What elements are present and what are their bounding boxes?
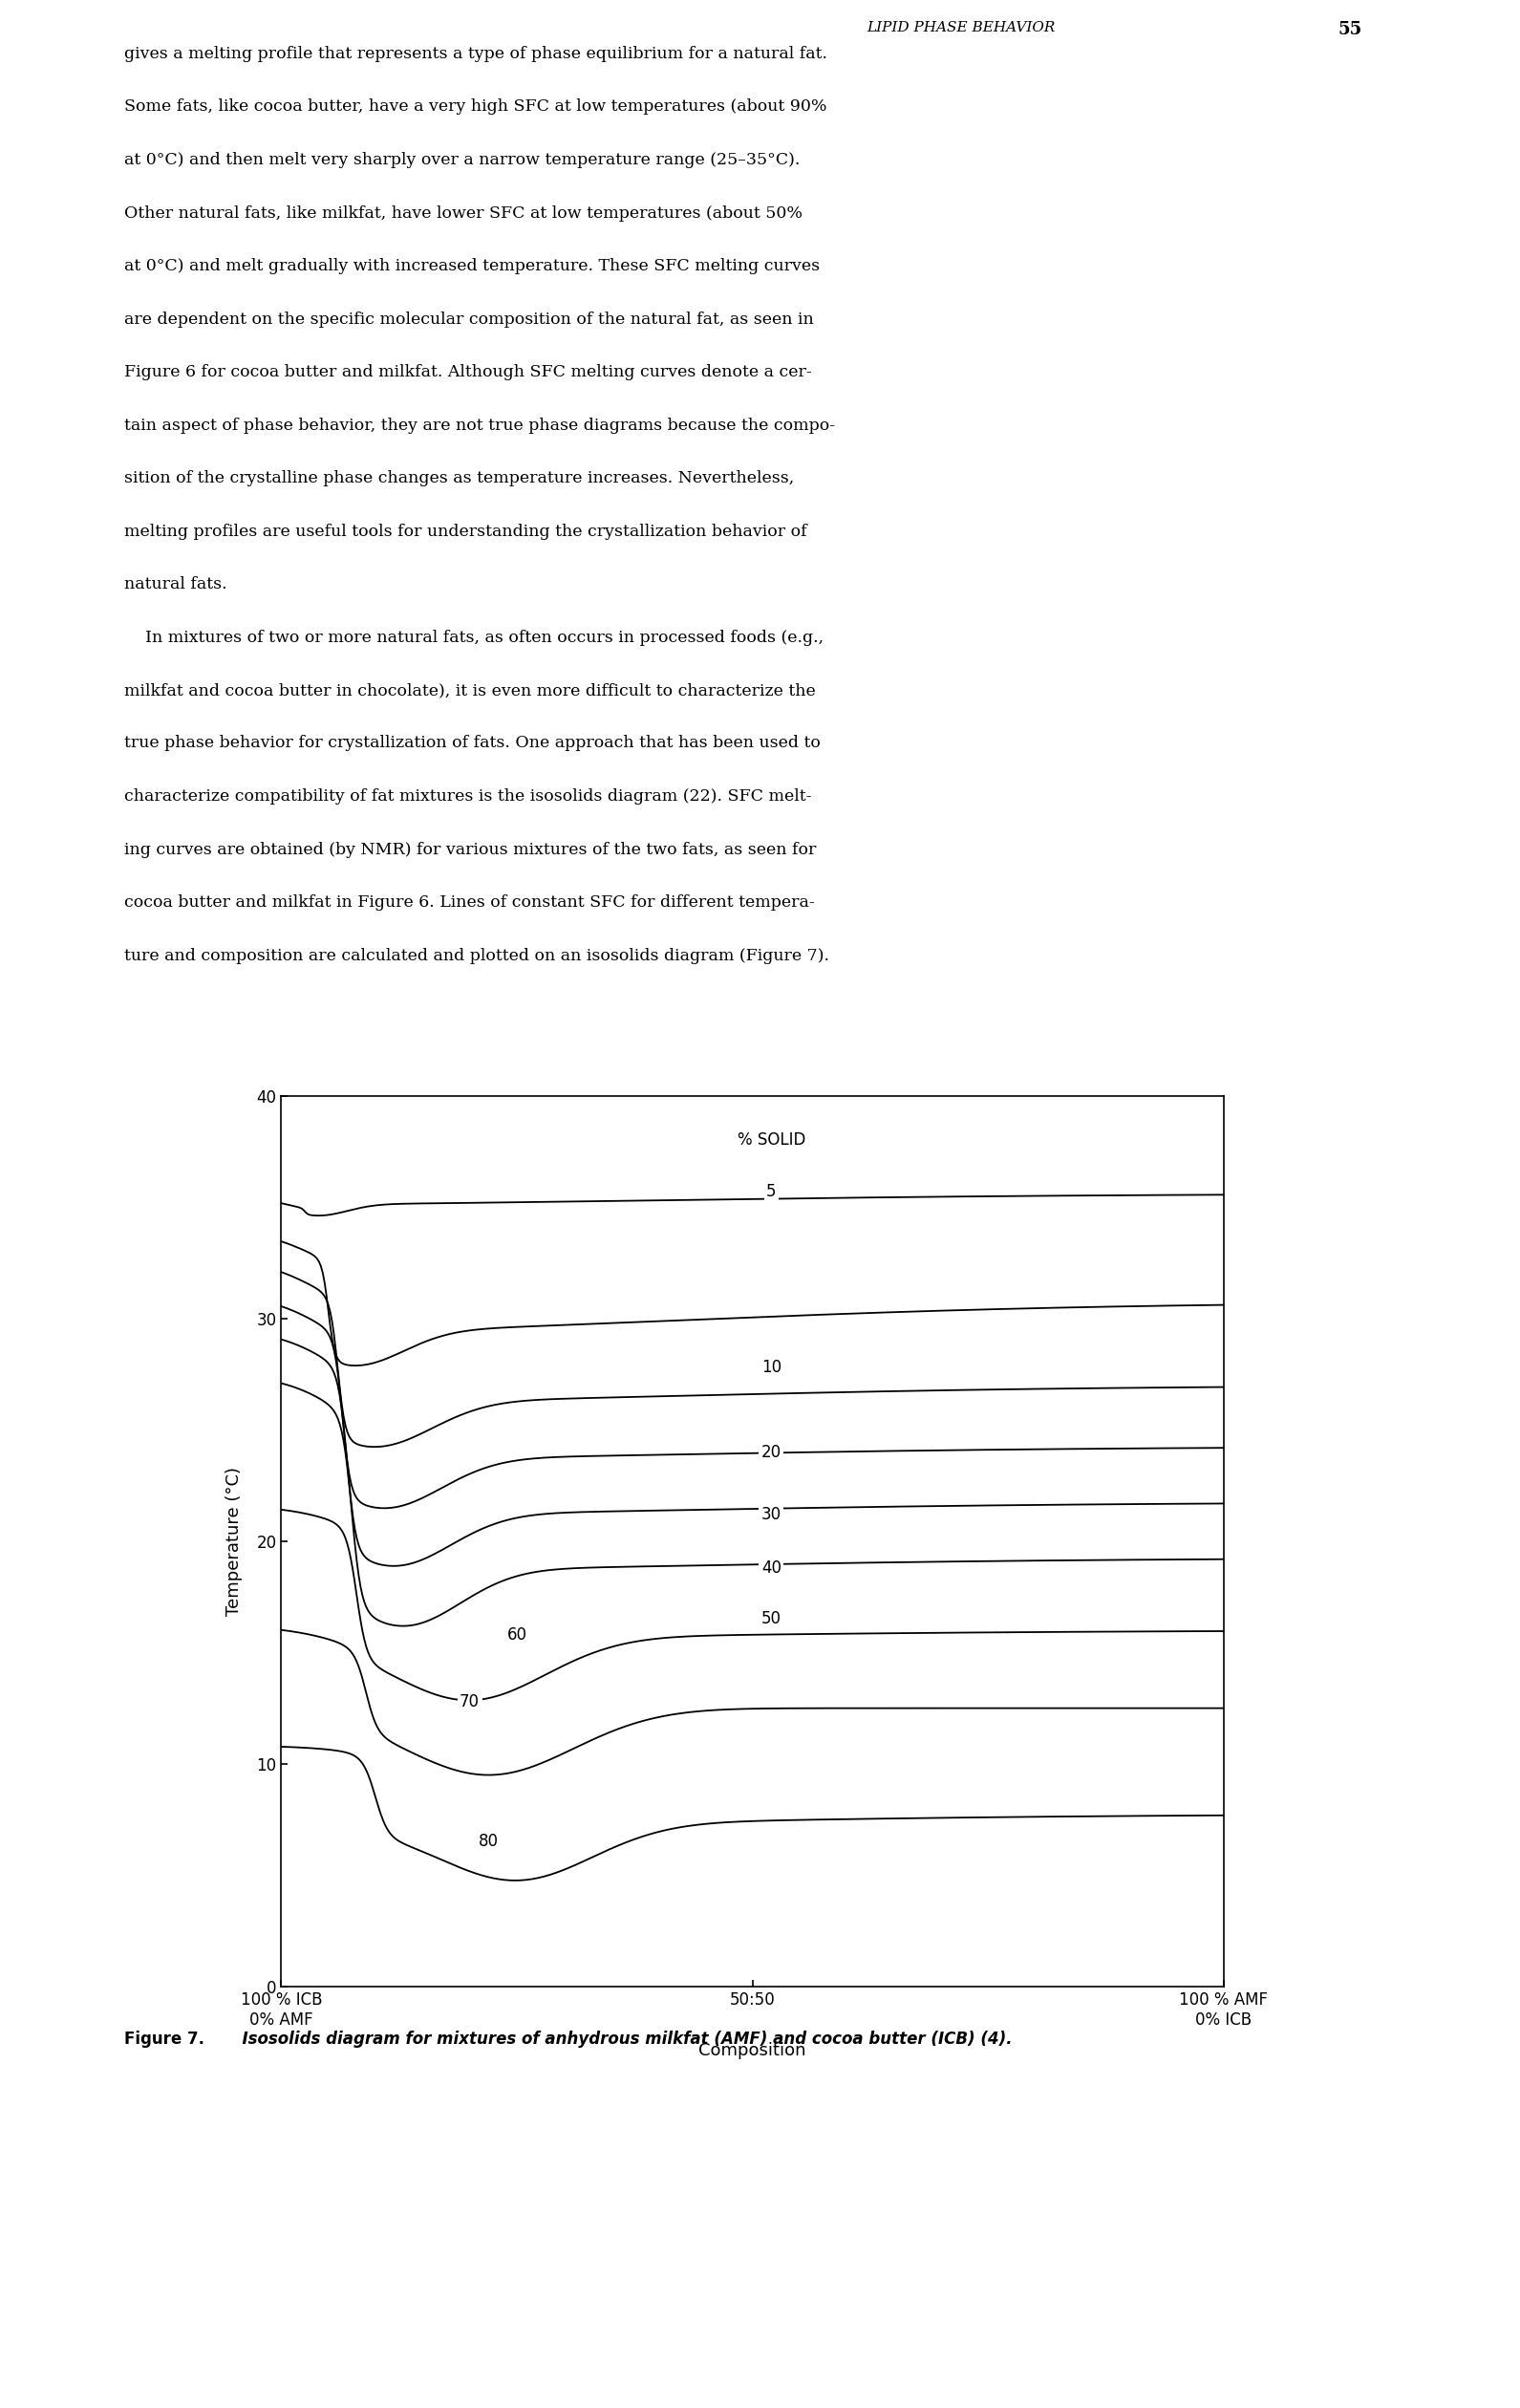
Text: 70: 70 [459, 1693, 480, 1710]
Text: gives a melting profile that represents a type of phase equilibrium for a natura: gives a melting profile that represents … [125, 46, 828, 63]
Y-axis label: Temperature (°C): Temperature (°C) [226, 1466, 243, 1616]
Text: characterize compatibility of fat mixtures is the isosolids diagram (22). SFC me: characterize compatibility of fat mixtur… [125, 787, 812, 804]
Text: Isosolids diagram for mixtures of anhydrous milkfat (AMF) and cocoa butter (ICB): Isosolids diagram for mixtures of anhydr… [231, 2030, 1012, 2047]
Text: Other natural fats, like milkfat, have lower SFC at low temperatures (about 50%: Other natural fats, like milkfat, have l… [125, 205, 803, 222]
Text: 80: 80 [479, 1832, 499, 1849]
Text: ing curves are obtained (by NMR) for various mixtures of the two fats, as seen f: ing curves are obtained (by NMR) for var… [125, 840, 816, 857]
Text: 5: 5 [766, 1182, 777, 1199]
Text: 20: 20 [762, 1442, 781, 1462]
Text: ture and composition are calculated and plotted on an isosolids diagram (Figure : ture and composition are calculated and … [125, 946, 830, 963]
Text: true phase behavior for crystallization of fats. One approach that has been used: true phase behavior for crystallization … [125, 734, 821, 751]
Text: LIPID PHASE BEHAVIOR: LIPID PHASE BEHAVIOR [866, 22, 1055, 34]
Text: melting profiles are useful tools for understanding the crystallization behavior: melting profiles are useful tools for un… [125, 523, 807, 539]
Text: cocoa butter and milkfat in Figure 6. Lines of constant SFC for different temper: cocoa butter and milkfat in Figure 6. Li… [125, 893, 815, 910]
Text: are dependent on the specific molecular composition of the natural fat, as seen : are dependent on the specific molecular … [125, 311, 815, 327]
Text: milkfat and cocoa butter in chocolate), it is even more difficult to characteriz: milkfat and cocoa butter in chocolate), … [125, 681, 816, 698]
Text: at 0°C) and then melt very sharply over a narrow temperature range (25–35°C).: at 0°C) and then melt very sharply over … [125, 152, 801, 169]
Text: Figure 7.: Figure 7. [125, 2030, 205, 2047]
Text: Figure 6 for cocoa butter and milkfat. Although SFC melting curves denote a cer-: Figure 6 for cocoa butter and milkfat. A… [125, 364, 812, 380]
Text: 40: 40 [762, 1560, 781, 1577]
Text: 30: 30 [762, 1505, 781, 1522]
X-axis label: Composition: Composition [699, 2042, 806, 2059]
Text: 60: 60 [506, 1625, 527, 1642]
Text: sition of the crystalline phase changes as temperature increases. Nevertheless,: sition of the crystalline phase changes … [125, 470, 795, 486]
Text: % SOLID: % SOLID [737, 1132, 806, 1149]
Text: Some fats, like cocoa butter, have a very high SFC at low temperatures (about 90: Some fats, like cocoa butter, have a ver… [125, 99, 827, 116]
Text: 55: 55 [1338, 22, 1362, 39]
Text: natural fats.: natural fats. [125, 576, 228, 592]
Text: 50: 50 [762, 1611, 781, 1628]
Text: In mixtures of two or more natural fats, as often occurs in processed foods (e.g: In mixtures of two or more natural fats,… [125, 628, 824, 645]
Text: tain aspect of phase behavior, they are not true phase diagrams because the comp: tain aspect of phase behavior, they are … [125, 417, 836, 433]
Text: 10: 10 [762, 1358, 781, 1375]
Text: at 0°C) and melt gradually with increased temperature. These SFC melting curves: at 0°C) and melt gradually with increase… [125, 258, 821, 275]
